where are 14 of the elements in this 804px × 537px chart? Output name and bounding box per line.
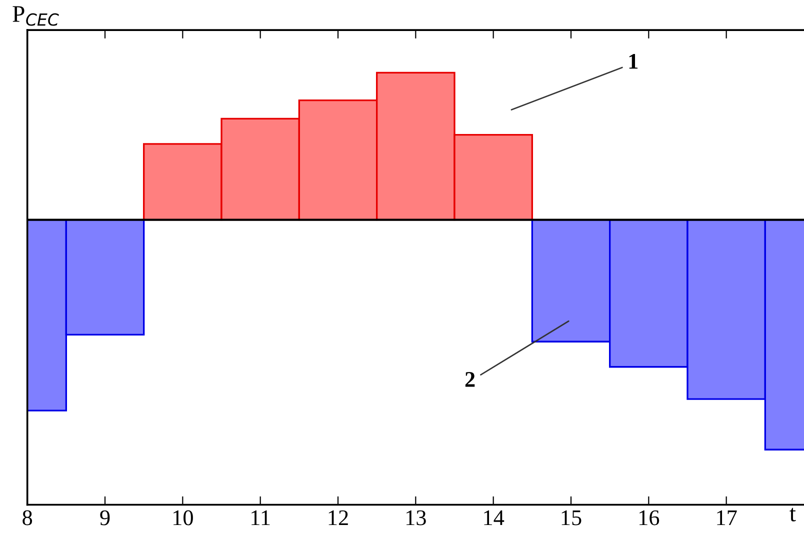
x-tick-label: 8: [22, 510, 32, 526]
x-tick-label: 15: [562, 510, 582, 526]
x-tick-label: 16: [640, 510, 660, 526]
x-tick-label: 12: [328, 510, 348, 526]
y-axis-title: P$_{CEC}$: [12, 6, 59, 26]
x-tick-label: 11: [252, 510, 270, 526]
annotation: 2: [465, 372, 475, 387]
x-tick-label: 14: [484, 510, 504, 526]
text: 1: [629, 54, 638, 69]
x-tick-label: 10: [174, 510, 193, 526]
x-tick-label: 17: [717, 510, 737, 526]
x-tick-label: 13: [406, 510, 426, 526]
x-axis-title: t: [790, 508, 796, 522]
x-tick-label: 9: [100, 510, 110, 526]
